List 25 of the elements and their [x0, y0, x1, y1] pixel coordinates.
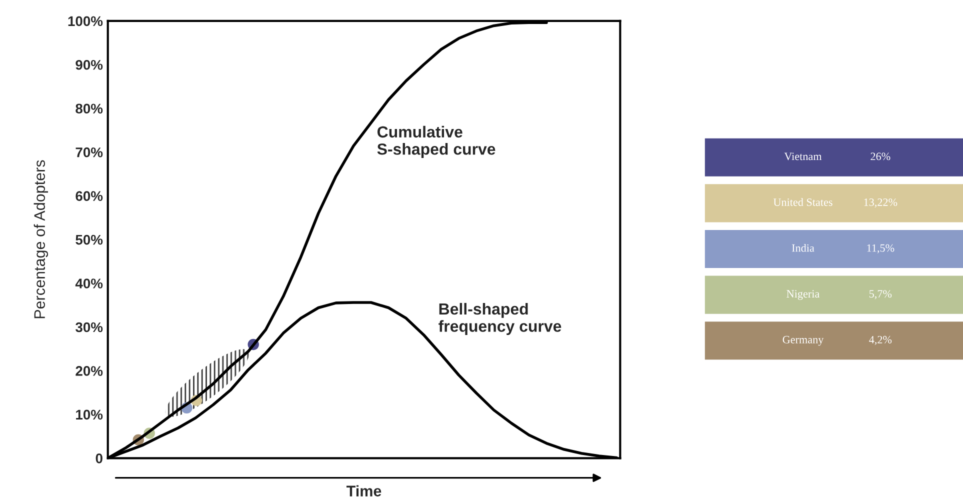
y-tick-label: 40%: [75, 278, 103, 288]
y-tick-label: 80%: [76, 104, 103, 114]
text: Germany: [782, 336, 824, 346]
text: Vietnam: [784, 152, 822, 160]
text: 11,5%: [867, 244, 894, 254]
y-tick-label: 20%: [76, 366, 103, 376]
annotation: Cumulative S-shaped curve: [377, 126, 496, 158]
y-tick-label: 0: [96, 453, 102, 464]
text: United States: [773, 198, 832, 206]
y-tick-label: 90%: [76, 60, 103, 70]
text: 26%: [870, 152, 890, 160]
y-tick-label: 10%: [76, 410, 103, 420]
annotation: Bell-shaped frequency curve: [438, 302, 562, 336]
y-tick-label: 50%: [76, 234, 103, 245]
y-axis-title: Percentage of Adopters: [34, 160, 48, 318]
text: India: [792, 244, 814, 252]
x-axis-title: Time: [346, 485, 382, 496]
y-tick-label: 30%: [76, 322, 103, 332]
y-tick-label: 60%: [76, 191, 103, 201]
text: Nigeria: [786, 290, 820, 300]
text: 4,2%: [869, 336, 892, 346]
y-tick-label: 100%: [68, 16, 103, 26]
text: 13,22%: [864, 198, 898, 208]
y-tick-label: 70%: [76, 147, 103, 158]
text: 5,7%: [869, 290, 892, 300]
